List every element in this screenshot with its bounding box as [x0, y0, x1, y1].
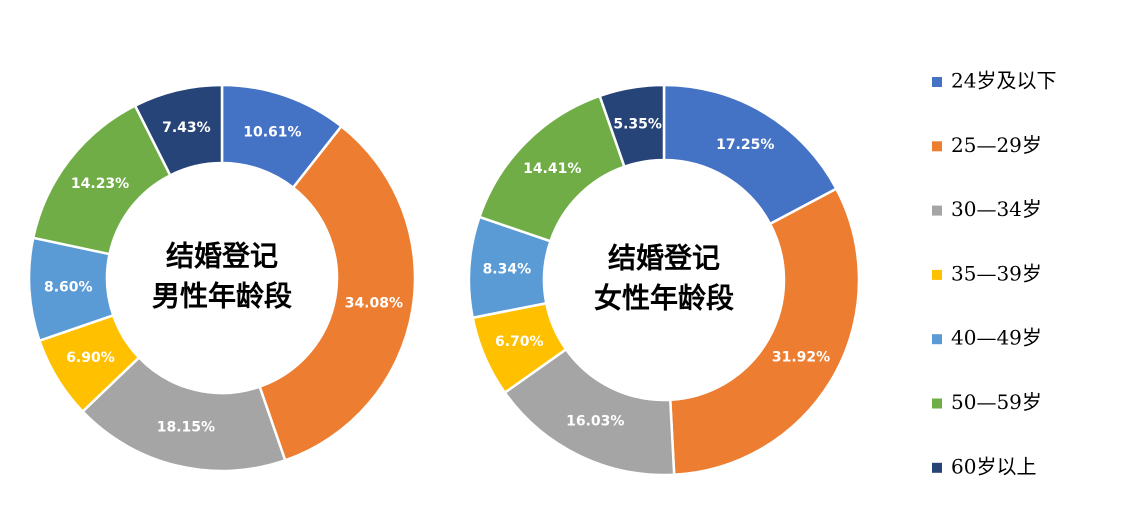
value-label: 5.35%	[613, 117, 662, 133]
legend-label: 25—29岁	[951, 133, 1042, 157]
legend-label: 50—59岁	[951, 390, 1042, 414]
legend-swatch	[932, 141, 942, 152]
legend-label: 24岁及以下	[951, 69, 1056, 93]
legend-swatch	[932, 77, 942, 87]
donut-slice	[258, 124, 417, 462]
value-label: 8.34%	[483, 261, 532, 277]
donut-slice	[133, 83, 224, 177]
legend-label: 35—39岁	[951, 261, 1042, 285]
legend-label: 30—34岁	[951, 197, 1042, 221]
donut-slice	[598, 83, 666, 169]
value-label: 34.08%	[345, 296, 403, 312]
center-title: 结婚登记	[608, 242, 720, 275]
legend-swatch	[932, 398, 942, 409]
legend-swatch	[932, 205, 942, 216]
value-label: 16.03%	[566, 414, 624, 430]
value-label: 17.25%	[716, 137, 774, 153]
legend-swatch	[932, 462, 942, 473]
legend-swatch	[932, 334, 942, 345]
donut-slice	[668, 187, 861, 477]
center-title: 女性年龄段	[594, 282, 734, 315]
value-label: 10.61%	[243, 124, 301, 140]
legend-label: 40—49岁	[951, 326, 1042, 350]
value-label: 18.15%	[157, 420, 215, 436]
center-title: 男性年龄段	[152, 280, 292, 313]
legend-label: 60岁以上	[951, 454, 1036, 478]
value-label: 14.41%	[523, 161, 581, 177]
value-label: 14.23%	[71, 176, 129, 192]
center-title: 结婚登记	[166, 240, 278, 273]
value-label: 31.92%	[772, 350, 830, 366]
value-label: 7.43%	[162, 120, 211, 136]
value-label: 6.70%	[495, 334, 544, 350]
legend-swatch	[932, 269, 942, 280]
donut-slice	[80, 355, 287, 473]
value-label: 6.90%	[66, 350, 115, 366]
value-label: 8.60%	[44, 279, 93, 295]
